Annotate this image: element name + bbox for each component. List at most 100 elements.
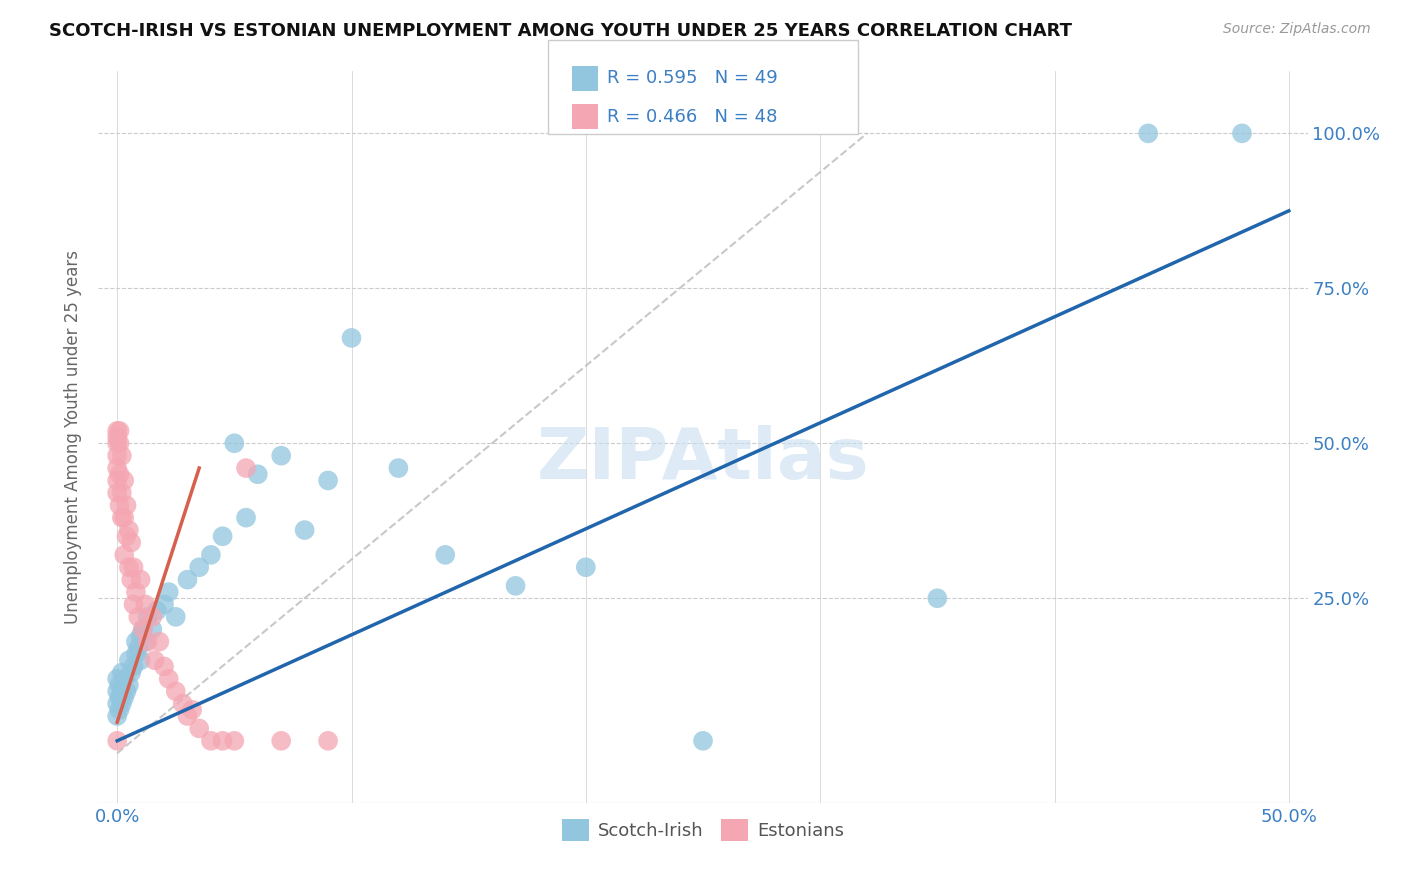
Point xyxy=(157,585,180,599)
Point xyxy=(120,665,142,680)
Point xyxy=(111,486,134,500)
Point xyxy=(146,604,169,618)
Point xyxy=(108,703,131,717)
Point xyxy=(927,591,949,606)
Point xyxy=(176,573,198,587)
Point xyxy=(125,585,148,599)
Point xyxy=(434,548,457,562)
Y-axis label: Unemployment Among Youth under 25 years: Unemployment Among Youth under 25 years xyxy=(65,250,83,624)
Point xyxy=(108,690,131,705)
Point xyxy=(692,734,714,748)
Point xyxy=(111,684,134,698)
Point xyxy=(105,424,128,438)
Point xyxy=(125,647,148,661)
Point xyxy=(115,529,138,543)
Point xyxy=(224,436,246,450)
Point xyxy=(118,523,141,537)
Point xyxy=(108,467,131,482)
Point xyxy=(105,672,128,686)
Point xyxy=(211,734,233,748)
Point xyxy=(181,703,204,717)
Point xyxy=(211,529,233,543)
Point xyxy=(105,474,128,488)
Point xyxy=(340,331,363,345)
Point xyxy=(387,461,409,475)
Point xyxy=(505,579,527,593)
Point xyxy=(270,449,292,463)
Point xyxy=(316,734,339,748)
Point xyxy=(200,734,222,748)
Point xyxy=(105,684,128,698)
Point xyxy=(235,461,257,475)
Point xyxy=(120,535,142,549)
Point xyxy=(112,548,135,562)
Point xyxy=(111,510,134,524)
Point xyxy=(129,628,152,642)
Text: SCOTCH-IRISH VS ESTONIAN UNEMPLOYMENT AMONG YOUTH UNDER 25 YEARS CORRELATION CHA: SCOTCH-IRISH VS ESTONIAN UNEMPLOYMENT AM… xyxy=(49,22,1073,40)
Point xyxy=(111,665,134,680)
Point xyxy=(316,474,339,488)
Point xyxy=(105,734,128,748)
Point xyxy=(115,684,138,698)
Point xyxy=(108,498,131,512)
Point xyxy=(118,560,141,574)
Point xyxy=(105,486,128,500)
Point xyxy=(141,622,163,636)
Point xyxy=(105,449,128,463)
Point xyxy=(235,510,257,524)
Point xyxy=(1137,126,1160,140)
Point xyxy=(122,560,145,574)
Point xyxy=(575,560,598,574)
Point xyxy=(246,467,269,482)
Point xyxy=(132,622,155,636)
Text: Source: ZipAtlas.com: Source: ZipAtlas.com xyxy=(1223,22,1371,37)
Point xyxy=(134,598,156,612)
Point xyxy=(188,560,211,574)
Point xyxy=(153,659,176,673)
Point xyxy=(129,573,152,587)
Legend: Scotch-Irish, Estonians: Scotch-Irish, Estonians xyxy=(554,812,852,848)
Point xyxy=(176,709,198,723)
Point xyxy=(105,697,128,711)
Point xyxy=(112,474,135,488)
Point xyxy=(127,610,149,624)
Point xyxy=(136,634,159,648)
Point xyxy=(108,424,131,438)
Point xyxy=(125,634,148,648)
Point xyxy=(111,697,134,711)
Point xyxy=(111,449,134,463)
Point xyxy=(129,653,152,667)
Point xyxy=(105,430,128,444)
Point xyxy=(270,734,292,748)
Point xyxy=(136,610,159,624)
Point xyxy=(118,653,141,667)
Point xyxy=(165,610,187,624)
Text: R = 0.595   N = 49: R = 0.595 N = 49 xyxy=(607,70,778,87)
Point xyxy=(148,634,170,648)
Point xyxy=(122,598,145,612)
Point xyxy=(294,523,316,537)
Point xyxy=(141,610,163,624)
Point xyxy=(172,697,194,711)
Point xyxy=(165,684,187,698)
Point xyxy=(122,659,145,673)
Point xyxy=(120,573,142,587)
Point xyxy=(132,622,155,636)
Point xyxy=(112,672,135,686)
Text: R = 0.466   N = 48: R = 0.466 N = 48 xyxy=(607,108,778,126)
Point xyxy=(105,709,128,723)
Point xyxy=(1230,126,1253,140)
Point xyxy=(112,510,135,524)
Point xyxy=(108,678,131,692)
Point xyxy=(200,548,222,562)
Text: ZIPAtlas: ZIPAtlas xyxy=(537,425,869,493)
Point xyxy=(143,653,166,667)
Point xyxy=(115,498,138,512)
Point xyxy=(134,634,156,648)
Point xyxy=(118,678,141,692)
Point xyxy=(224,734,246,748)
Point xyxy=(127,640,149,655)
Point xyxy=(105,436,128,450)
Point xyxy=(105,461,128,475)
Point xyxy=(153,598,176,612)
